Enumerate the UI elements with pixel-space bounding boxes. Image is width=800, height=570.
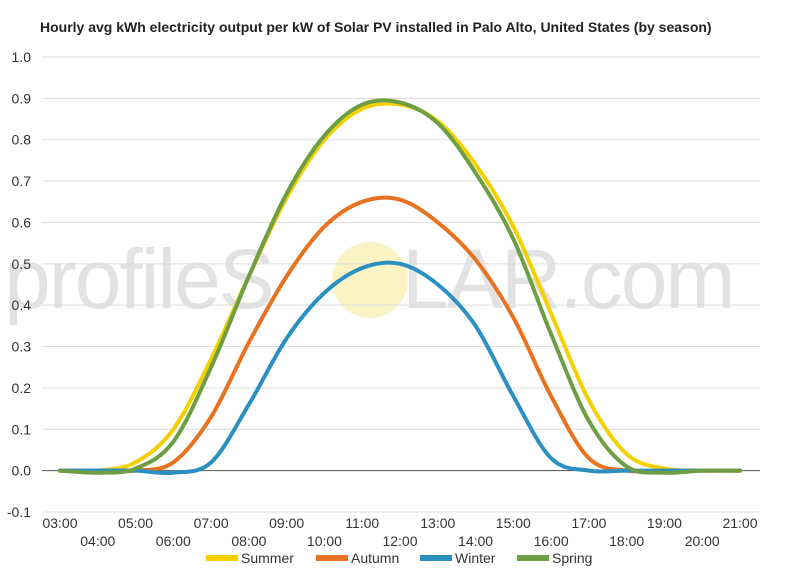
- y-tick-label: 0.7: [12, 173, 32, 189]
- y-axis-ticks: -0.1 0.0 0.1 0.2 0.3 0.4 0.5 0.6 0.7 0.8 0.9 1.0: [7, 49, 31, 520]
- y-tick-label: 0.5: [12, 256, 32, 272]
- y-tick-label: 0.0: [12, 463, 32, 479]
- x-tick-label: 14:00: [458, 533, 493, 549]
- chart-title: Hourly avg kWh electricity output per kW…: [40, 19, 712, 35]
- x-tick-label: 12:00: [382, 533, 417, 549]
- x-tick-label: 03:00: [42, 515, 77, 531]
- x-tick-label: 04:00: [80, 533, 115, 549]
- y-tick-label: 0.8: [12, 132, 32, 148]
- series-line-winter: [58, 260, 742, 476]
- legend: Summer Autumn Winter Spring: [206, 550, 592, 566]
- x-axis-ticks: 03:0004:0005:0006:0007:0008:0009:0010:00…: [42, 515, 757, 549]
- x-tick-label: 08:00: [231, 533, 266, 549]
- legend-label-summer: Summer: [241, 550, 294, 566]
- y-tick-label: 0.6: [12, 214, 32, 230]
- legend-label-spring: Spring: [552, 550, 592, 566]
- x-tick-label: 11:00: [345, 515, 379, 531]
- legend-swatch-winter: [420, 555, 452, 561]
- y-tick-label: 0.3: [12, 339, 32, 355]
- x-tick-label: 05:00: [118, 515, 153, 531]
- y-tick-label: 0.9: [12, 90, 32, 106]
- series-lines: [58, 98, 742, 476]
- watermark-text-left: profileS: [4, 232, 273, 326]
- legend-swatch-autumn: [316, 555, 348, 561]
- watermark-text-right: LAR.com: [402, 232, 733, 326]
- x-tick-label: 21:00: [722, 515, 757, 531]
- y-tick-label: -0.1: [7, 504, 31, 520]
- series-line-summer: [58, 101, 742, 474]
- series-line-spring: [58, 98, 742, 475]
- y-tick-label: 0.4: [12, 297, 32, 313]
- y-tick-label: 0.1: [12, 421, 32, 437]
- x-tick-label: 07:00: [194, 515, 229, 531]
- legend-swatch-spring: [517, 555, 549, 561]
- x-tick-label: 10:00: [307, 533, 342, 549]
- y-tick-label: 1.0: [12, 49, 32, 65]
- x-tick-label: 17:00: [571, 515, 606, 531]
- x-tick-label: 18:00: [609, 533, 644, 549]
- y-tick-label: 0.2: [12, 380, 32, 396]
- legend-label-autumn: Autumn: [351, 550, 399, 566]
- x-tick-label: 09:00: [269, 515, 304, 531]
- x-tick-label: 06:00: [156, 533, 191, 549]
- x-tick-label: 16:00: [534, 533, 569, 549]
- x-tick-label: 20:00: [685, 533, 720, 549]
- watermark: profileS LAR.com: [4, 232, 735, 326]
- x-tick-label: 13:00: [420, 515, 455, 531]
- x-tick-label: 15:00: [496, 515, 531, 531]
- legend-swatch-summer: [206, 555, 238, 561]
- x-tick-label: 19:00: [647, 515, 682, 531]
- legend-label-winter: Winter: [455, 550, 496, 566]
